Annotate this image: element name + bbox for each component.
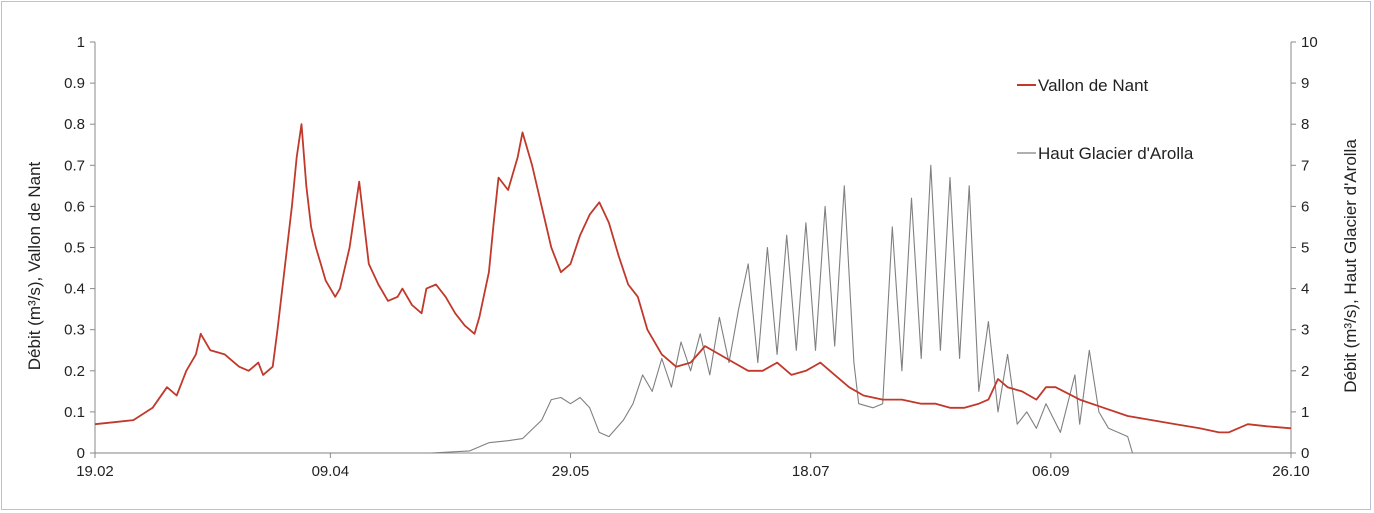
series-layer <box>94 123 1292 454</box>
right-y-tick-label: 7 <box>1301 157 1309 174</box>
legend-label-haut-glacier-d-arolla: Haut Glacier d'Arolla <box>1038 144 1194 163</box>
x-tick-label: 29.05 <box>552 463 590 480</box>
left-y-tick-label: 0.5 <box>64 240 85 257</box>
left-y-tick-label: 0 <box>77 445 85 462</box>
right-y-axis: 0 1 2 3 4 5 6 7 8 9 10 <box>1290 34 1318 462</box>
x-axis: 19.02 09.04 29.05 18.07 06.09 26.10 <box>76 452 1310 480</box>
right-y-tick-label: 3 <box>1301 322 1309 339</box>
right-y-tick-label: 2 <box>1301 363 1309 380</box>
right-y-tick-label: 5 <box>1301 240 1309 257</box>
x-tick-label: 18.07 <box>792 463 830 480</box>
left-y-axis-label: Débit (m³/s), Vallon de Nant <box>25 161 44 370</box>
legend: Vallon de Nant Haut Glacier d'Arolla <box>1017 76 1194 163</box>
right-y-tick-label: 1 <box>1301 404 1309 421</box>
left-y-tick-label: 0.1 <box>64 404 85 421</box>
x-tick-label: 26.10 <box>1272 463 1310 480</box>
series-line-haut-glacier-d-arolla <box>95 164 1291 454</box>
right-y-tick-label: 0 <box>1301 445 1309 462</box>
x-tick-label: 19.02 <box>76 463 114 480</box>
left-y-tick-label: 0.6 <box>64 198 85 215</box>
right-y-tick-label: 4 <box>1301 281 1309 298</box>
left-y-tick-label: 0.2 <box>64 363 85 380</box>
left-y-tick-label: 0.8 <box>64 116 85 133</box>
x-tick-label: 09.04 <box>312 463 350 480</box>
series-line-vallon-de-nant <box>94 123 1292 434</box>
left-y-axis: 0 0.1 0.2 0.3 0.4 0.5 0.6 0.7 0.8 0.9 1 <box>64 34 96 462</box>
left-y-tick-label: 1 <box>77 34 85 51</box>
left-y-tick-label: 0.9 <box>64 75 85 92</box>
x-tick-label: 06.09 <box>1032 463 1070 480</box>
right-y-tick-label: 6 <box>1301 198 1309 215</box>
legend-label-vallon-de-nant: Vallon de Nant <box>1038 76 1149 95</box>
left-y-tick-label: 0.7 <box>64 157 85 174</box>
right-y-axis-label: Débit (m³/s), Haut Glacier d'Arolla <box>1341 139 1360 393</box>
right-y-tick-label: 10 <box>1301 34 1318 51</box>
right-y-tick-label: 8 <box>1301 116 1309 133</box>
left-y-tick-label: 0.4 <box>64 281 85 298</box>
right-y-tick-label: 9 <box>1301 75 1309 92</box>
left-y-tick-label: 0.3 <box>64 322 85 339</box>
